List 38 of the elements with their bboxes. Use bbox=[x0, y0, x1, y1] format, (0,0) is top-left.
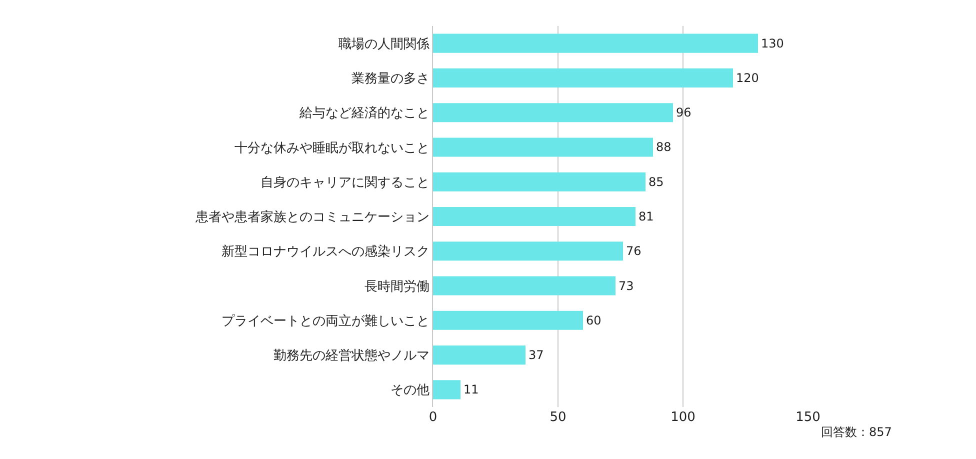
bar bbox=[433, 206, 636, 226]
bar bbox=[433, 172, 646, 192]
x-tick-label: 0 bbox=[428, 410, 438, 425]
bar bbox=[433, 103, 673, 122]
data-label: 60 bbox=[586, 313, 602, 328]
x-tick-label: 100 bbox=[670, 410, 696, 425]
x-tick-label: 150 bbox=[796, 410, 820, 425]
data-label: 73 bbox=[618, 278, 634, 293]
bar bbox=[433, 380, 460, 400]
bar bbox=[433, 138, 653, 157]
y-tick-label: 十分な休みや睡眠が取れないこと bbox=[234, 140, 430, 156]
y-tick-label: 自身のキャリアに関すること bbox=[260, 175, 430, 190]
bar bbox=[433, 34, 758, 53]
y-tick-label: 患者や患者家族とのコミュニケーション bbox=[194, 209, 430, 226]
data-label: 37 bbox=[528, 348, 544, 362]
y-tick-label: 業務量の多さ bbox=[351, 72, 430, 86]
bar bbox=[433, 68, 733, 88]
data-label: 120 bbox=[736, 70, 759, 85]
data-label: 76 bbox=[626, 244, 642, 258]
bar bbox=[433, 242, 623, 261]
data-label: 85 bbox=[648, 174, 664, 189]
data-label: 88 bbox=[656, 140, 672, 154]
y-tick-label: その他 bbox=[390, 383, 430, 398]
y-tick-label: 新型コロナウイルスへの感染リスク bbox=[221, 244, 430, 260]
x-tick-label: 50 bbox=[550, 410, 566, 425]
data-label: 96 bbox=[676, 106, 692, 120]
y-tick-label: プライベートとの両立が難しいこと bbox=[221, 312, 430, 329]
data-label: 81 bbox=[638, 209, 654, 224]
data-label: 130 bbox=[761, 36, 784, 50]
bar bbox=[433, 276, 616, 296]
y-tick-label: 給与など経済的なこと bbox=[298, 105, 430, 122]
y-tick-label: 長時間労働 bbox=[364, 279, 430, 294]
y-tick-label: 職場の人間関係 bbox=[338, 36, 430, 52]
text: 回答数：857 bbox=[821, 425, 892, 439]
y-tick-label: 勤務先の経営状態やノルマ bbox=[273, 348, 430, 364]
bar bbox=[433, 310, 583, 330]
data-label: 11 bbox=[464, 382, 479, 397]
bar bbox=[433, 346, 526, 365]
